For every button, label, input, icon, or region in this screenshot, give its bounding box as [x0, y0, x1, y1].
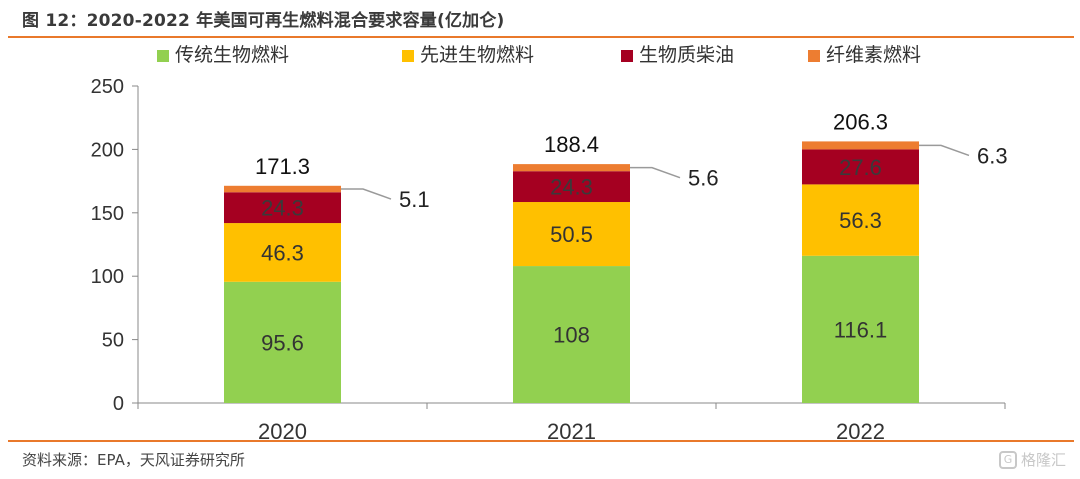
- bar-segment: [802, 141, 919, 150]
- watermark: G 格隆汇: [998, 449, 1066, 470]
- bar-segment: [513, 164, 630, 172]
- data-label: 27.6: [839, 155, 882, 180]
- bar-segment: [224, 185, 341, 193]
- x-tick-label: 2020: [258, 419, 307, 444]
- callout-leader: [341, 188, 392, 200]
- title-rule: [8, 36, 1074, 38]
- total-label: 206.3: [833, 109, 888, 134]
- legend-label: 纤维素燃料: [826, 44, 921, 66]
- y-tick-label: 0: [113, 393, 124, 415]
- legend-label: 生物质柴油: [639, 44, 734, 66]
- data-label: 46.3: [261, 240, 304, 265]
- source-note: 资料来源：EPA，天风证券研究所: [22, 451, 245, 469]
- bar-segment: [224, 192, 341, 224]
- y-tick-label: 150: [91, 203, 124, 225]
- data-label: 95.6: [261, 330, 304, 355]
- bar-segment: [513, 202, 630, 267]
- source-rule: [8, 440, 1074, 442]
- data-label: 50.5: [550, 222, 593, 247]
- y-tick-label: 50: [102, 330, 124, 352]
- data-label: 116.1: [834, 317, 887, 342]
- bar-segment: [513, 171, 630, 203]
- legend-swatch: [402, 50, 414, 62]
- legend-swatch: [157, 50, 169, 62]
- callout-leader: [630, 166, 681, 179]
- legend-swatch: [808, 50, 820, 62]
- bar-segment: [513, 266, 630, 403]
- callout-label: 5.6: [688, 166, 719, 191]
- total-label: 171.3: [255, 154, 310, 179]
- x-tick-label: 2021: [547, 419, 596, 444]
- watermark-text: 格隆汇: [1020, 451, 1066, 469]
- data-label: 24.3: [261, 196, 304, 221]
- bar-segment: [802, 184, 919, 256]
- bar-segment: [802, 255, 919, 403]
- total-label: 188.4: [544, 132, 599, 157]
- bar-segment: [224, 223, 341, 282]
- y-tick-label: 100: [91, 266, 124, 288]
- callout-label: 6.3: [977, 143, 1008, 168]
- legend-label: 先进生物燃料: [420, 44, 534, 66]
- y-tick-label: 250: [91, 76, 124, 98]
- legend-label: 传统生物燃料: [175, 44, 289, 66]
- watermark-logo-icon: G: [998, 450, 1017, 469]
- x-tick-label: 2022: [836, 419, 885, 444]
- legend-swatch: [621, 50, 633, 62]
- callout-leader: [919, 144, 970, 157]
- data-label: 56.3: [839, 208, 882, 233]
- bar-segment: [224, 281, 341, 403]
- data-label: 108: [553, 323, 590, 348]
- data-label: 24.3: [550, 175, 593, 200]
- bar-segment: [802, 149, 919, 185]
- figure-title: 图 12：2020-2022 年美国可再生燃料混合要求容量(亿加仑): [22, 11, 505, 31]
- callout-label: 5.1: [399, 187, 430, 212]
- y-tick-label: 200: [91, 139, 124, 161]
